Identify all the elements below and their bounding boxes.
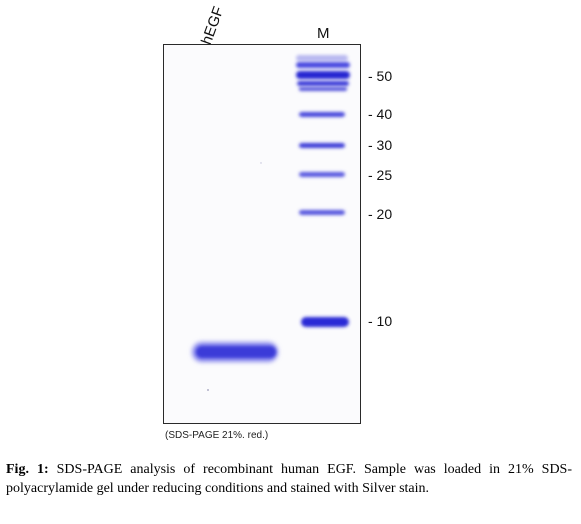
marker-label-10: - 10 — [368, 313, 393, 329]
gel-image — [163, 44, 361, 424]
marker-band-20 — [299, 210, 345, 215]
marker-band-50c — [299, 87, 347, 91]
gel-speck — [260, 162, 262, 164]
marker-label-25: - 25 — [368, 167, 393, 183]
lane-label-marker: M — [317, 25, 330, 42]
marker-band-30 — [299, 143, 345, 148]
sample-band — [196, 346, 276, 358]
marker-label-20: - 20 — [368, 206, 393, 222]
marker-label-50: - 50 — [368, 68, 393, 84]
figure-caption: Fig. 1: SDS-PAGE analysis of recombinant… — [6, 460, 572, 498]
marker-band-25 — [299, 172, 345, 177]
caption-label: Fig. 1: — [6, 462, 49, 477]
gel-note: (SDS-PAGE 21%. red.) — [165, 430, 269, 441]
caption-text: SDS-PAGE analysis of recombinant human E… — [6, 462, 572, 496]
lane-label-sample: hEGF — [198, 4, 228, 47]
marker-band-top-1 — [296, 62, 350, 68]
marker-band-10 — [301, 317, 349, 327]
marker-label-40: - 40 — [368, 106, 393, 122]
gel-speck — [207, 389, 209, 391]
marker-smear — [296, 55, 348, 61]
marker-band-50b — [297, 81, 349, 86]
marker-band-40 — [299, 112, 345, 117]
marker-band-50a — [296, 71, 350, 79]
gel-bands-svg — [192, 55, 350, 391]
marker-label-30: - 30 — [368, 137, 393, 153]
